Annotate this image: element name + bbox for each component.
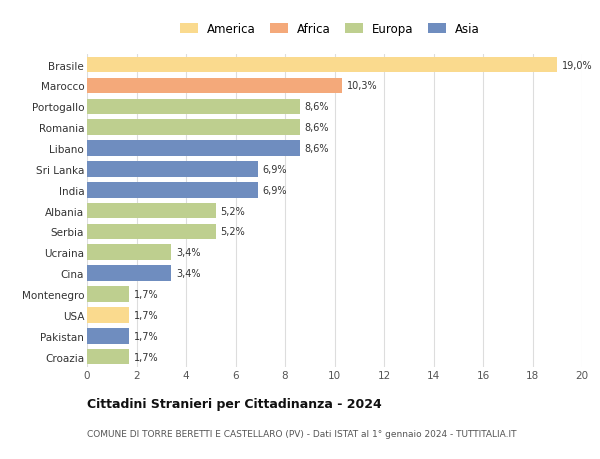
Bar [87,203,216,219]
Bar [87,183,258,198]
Bar [87,120,300,136]
Bar [87,162,258,177]
Text: COMUNE DI TORRE BERETTI E CASTELLARO (PV) - Dati ISTAT al 1° gennaio 2024 - TUTT: COMUNE DI TORRE BERETTI E CASTELLARO (PV… [87,429,517,438]
Bar [87,308,129,323]
Text: Cittadini Stranieri per Cittadinanza - 2024: Cittadini Stranieri per Cittadinanza - 2… [87,397,382,410]
Text: 5,2%: 5,2% [221,227,245,237]
Text: 10,3%: 10,3% [347,81,377,91]
Text: 8,6%: 8,6% [305,123,329,133]
Text: 6,9%: 6,9% [263,185,287,196]
Bar [87,349,129,364]
Bar [87,99,300,115]
Bar [87,224,216,240]
Text: 1,7%: 1,7% [134,352,158,362]
Text: 1,7%: 1,7% [134,310,158,320]
Bar [87,78,342,94]
Text: 8,6%: 8,6% [305,102,329,112]
Text: 5,2%: 5,2% [221,206,245,216]
Text: 3,4%: 3,4% [176,248,200,258]
Bar [87,286,129,302]
Text: 1,7%: 1,7% [134,289,158,299]
Legend: America, Africa, Europa, Asia: America, Africa, Europa, Asia [176,20,484,39]
Text: 1,7%: 1,7% [134,331,158,341]
Bar [87,141,300,157]
Bar [87,58,557,73]
Text: 8,6%: 8,6% [305,144,329,154]
Text: 19,0%: 19,0% [562,61,593,71]
Text: 6,9%: 6,9% [263,164,287,174]
Text: 3,4%: 3,4% [176,269,200,279]
Bar [87,245,171,261]
Bar [87,266,171,281]
Bar [87,328,129,344]
